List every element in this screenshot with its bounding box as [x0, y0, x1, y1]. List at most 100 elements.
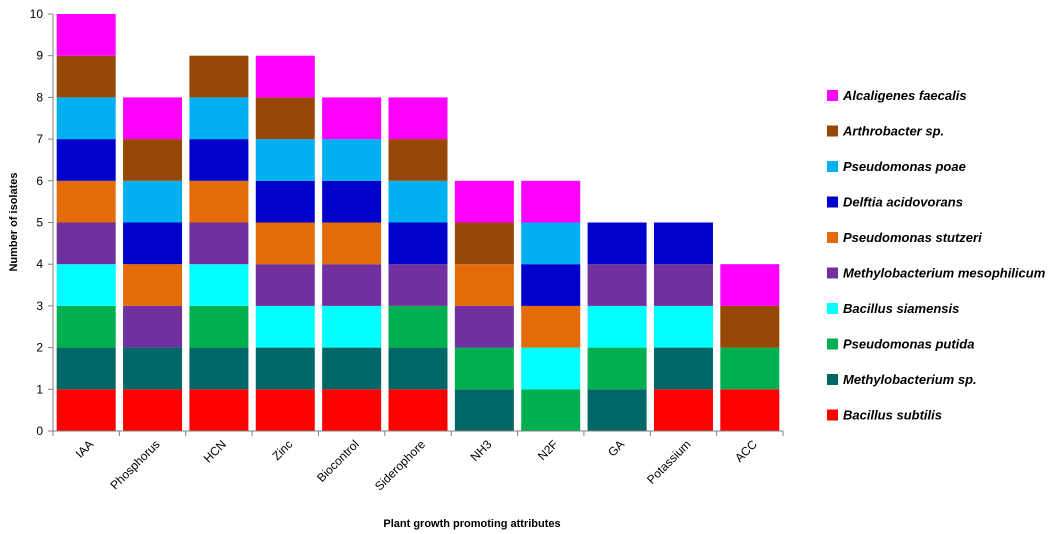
bar-segment — [388, 264, 448, 306]
bar-segment — [322, 305, 382, 348]
bar-segment — [653, 222, 713, 265]
bar-segment — [653, 264, 713, 306]
x-tick-label: N2F — [535, 437, 561, 463]
legend-label: Pseudomonas putida — [843, 337, 974, 352]
bar-segment — [56, 97, 116, 140]
legend-label: Methylobacterium sp. — [843, 372, 977, 387]
bar-segment — [587, 347, 647, 390]
bar-segment — [388, 180, 448, 223]
legend-swatch — [827, 161, 838, 172]
x-tick-label: HCN — [201, 437, 229, 465]
bar-segment — [521, 180, 581, 223]
y-axis-title: Number of isolates — [8, 172, 20, 271]
bar-segment — [587, 222, 647, 265]
bar-segment — [388, 222, 448, 265]
bar-segment — [56, 389, 116, 431]
bar-segment — [255, 55, 315, 98]
x-tick-label: Siderophore — [372, 437, 428, 493]
bar-segment — [56, 14, 116, 56]
x-tick-label: IAA — [73, 437, 97, 461]
bar-segment — [521, 222, 581, 265]
legend-label: Arthrobacter sp. — [842, 124, 944, 139]
bar-segment — [56, 222, 116, 265]
legend-swatch — [827, 232, 838, 243]
bar-segment — [56, 55, 116, 98]
y-tick-label: 8 — [36, 90, 43, 104]
legend-swatch — [827, 125, 838, 137]
bar-segment — [388, 139, 448, 181]
bar-segment — [720, 305, 780, 348]
x-tick-label: GA — [605, 437, 627, 459]
bar-segment — [123, 389, 183, 431]
bar-segment — [123, 222, 183, 265]
y-tick-label: 7 — [36, 132, 43, 146]
bar-segment — [255, 389, 315, 431]
bar-segment — [322, 389, 382, 431]
bar-segment — [521, 389, 581, 431]
y-tick-label: 2 — [36, 341, 43, 355]
bar-segment — [189, 55, 249, 98]
bar-segment — [587, 305, 647, 348]
bar-segment — [653, 305, 713, 348]
bar-segment — [322, 222, 382, 265]
bar-segment — [454, 389, 514, 431]
bar-segment — [388, 389, 448, 431]
legend-label: Delftia acidovorans — [843, 195, 963, 210]
x-tick-label: ACC — [732, 437, 760, 465]
bar-segment — [189, 222, 249, 265]
bar-segment — [255, 264, 315, 306]
bar-segment — [454, 222, 514, 265]
legend-swatch — [827, 374, 838, 385]
bars-layer — [56, 14, 780, 431]
y-tick-label: 10 — [30, 7, 44, 21]
legend: Alcaligenes faecalis Arthrobacter sp. Pseu… — [827, 88, 1046, 423]
legend-label: Bacillus subtilis — [843, 408, 942, 423]
bar-segment — [587, 264, 647, 306]
bar-segment — [255, 180, 315, 223]
bar-segment — [56, 347, 116, 390]
bar-segment — [454, 347, 514, 390]
bar-segment — [255, 305, 315, 348]
bar-segment — [123, 139, 183, 181]
bar-segment — [189, 305, 249, 348]
legend-label: Alcaligenes faecalis — [842, 88, 967, 103]
legend-swatch — [827, 90, 838, 101]
bar-segment — [454, 180, 514, 223]
legend-label: Bacillus siamensis — [843, 301, 959, 316]
bar-segment — [56, 139, 116, 181]
bar-segment — [388, 305, 448, 348]
bar-segment — [322, 97, 382, 140]
bar-segment — [255, 347, 315, 390]
bar-segment — [56, 180, 116, 223]
legend-swatch — [827, 267, 838, 279]
bar-segment — [521, 305, 581, 348]
bar-segment — [56, 305, 116, 348]
bar-segment — [653, 347, 713, 390]
y-tick-label: 5 — [36, 216, 43, 230]
bar-segment — [189, 389, 249, 431]
bar-segment — [255, 139, 315, 181]
bar-segment — [720, 389, 780, 431]
y-tick-label: 4 — [36, 257, 43, 271]
x-tick-label: Potassium — [644, 437, 694, 487]
bar-segment — [720, 347, 780, 390]
bar-segment — [123, 180, 183, 223]
legend-swatch — [827, 338, 838, 350]
bar-segment — [322, 264, 382, 306]
bar-segment — [653, 389, 713, 431]
bar-segment — [322, 180, 382, 223]
legend-swatch — [827, 196, 838, 208]
bar-segment — [322, 347, 382, 390]
bar-segment — [123, 264, 183, 306]
bar-segment — [189, 347, 249, 390]
y-tick-label: 9 — [36, 49, 43, 63]
y-tick-label: 0 — [36, 424, 43, 438]
bar-segment — [123, 347, 183, 390]
y-tick-label: 6 — [36, 174, 43, 188]
bar-segment — [123, 305, 183, 348]
x-axis-title: Plant growth promoting attributes — [383, 518, 560, 530]
bar-segment — [189, 139, 249, 181]
bar-segment — [56, 264, 116, 306]
legend-swatch — [827, 303, 838, 314]
